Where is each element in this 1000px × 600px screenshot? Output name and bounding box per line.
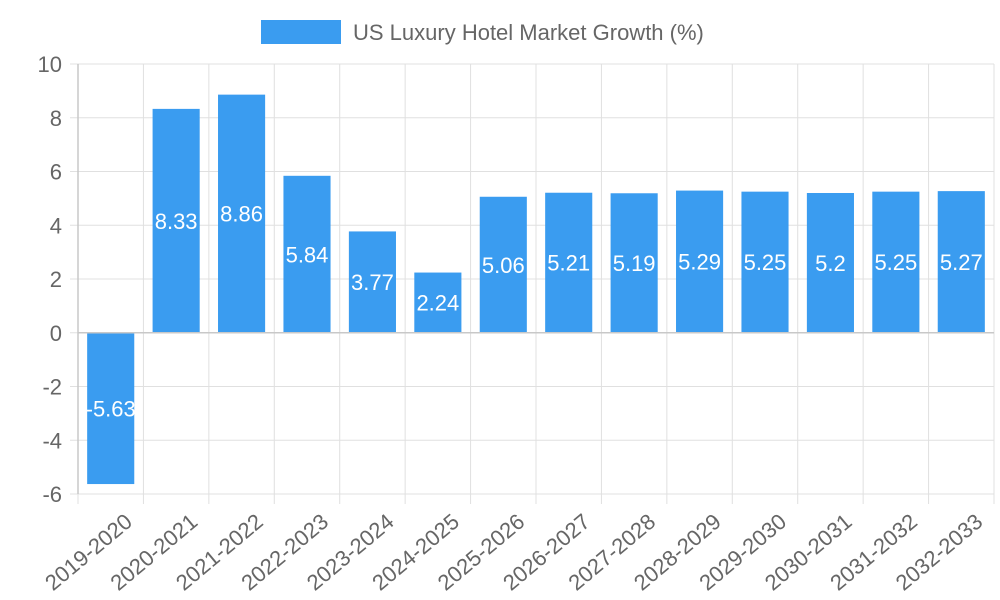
data-label: 5.06 — [482, 253, 525, 278]
bar — [806, 193, 854, 333]
bar — [348, 231, 396, 333]
y-tick-label: 8 — [50, 106, 62, 131]
data-label: 2.24 — [416, 291, 459, 316]
y-tick-label: 2 — [50, 267, 62, 292]
y-tick-label: -2 — [42, 375, 62, 400]
y-axis-ticks: 10 8 6 4 2 0 -2 -4 -6 — [38, 52, 62, 507]
y-tick-label: 10 — [38, 52, 62, 77]
bar — [741, 191, 789, 333]
legend: US Luxury Hotel Market Growth (%) — [261, 20, 704, 45]
bar — [218, 94, 266, 333]
y-tick-label: -6 — [42, 482, 62, 507]
bar — [87, 332, 135, 485]
bars — [87, 94, 985, 485]
data-label: 5.19 — [613, 251, 656, 276]
bar — [479, 196, 527, 333]
data-labels: -5.63 8.33 8.86 5.84 3.77 2.24 5.06 5.21 5.19 5.2… — [86, 202, 983, 422]
axes — [77, 64, 994, 494]
bar — [545, 192, 593, 333]
y-tick-label: 0 — [50, 321, 62, 346]
data-label: -5.63 — [86, 396, 136, 421]
data-label: 5.2 — [815, 251, 846, 276]
bar — [283, 175, 331, 333]
bar — [676, 190, 724, 333]
data-label: 5.29 — [678, 250, 721, 275]
data-label: 3.77 — [351, 270, 394, 295]
bar — [152, 108, 200, 333]
bar — [872, 191, 920, 333]
data-label: 5.25 — [874, 250, 917, 275]
data-label: 5.21 — [547, 251, 590, 276]
bar — [937, 191, 985, 333]
data-label: 5.25 — [744, 250, 787, 275]
gridlines — [70, 63, 995, 504]
legend-swatch — [261, 20, 341, 44]
bar — [414, 272, 462, 333]
y-tick-label: 4 — [50, 213, 62, 238]
data-label: 8.86 — [220, 202, 263, 227]
data-label: 8.33 — [155, 209, 198, 234]
bar — [610, 193, 658, 333]
data-label: 5.27 — [940, 250, 983, 275]
legend-label: US Luxury Hotel Market Growth (%) — [353, 20, 704, 45]
y-tick-label: -4 — [42, 428, 62, 453]
y-tick-label: 6 — [50, 160, 62, 185]
data-label: 5.84 — [286, 242, 329, 267]
x-axis-ticks: 2019-20202020-20212021-20222022-20232023… — [40, 509, 987, 596]
